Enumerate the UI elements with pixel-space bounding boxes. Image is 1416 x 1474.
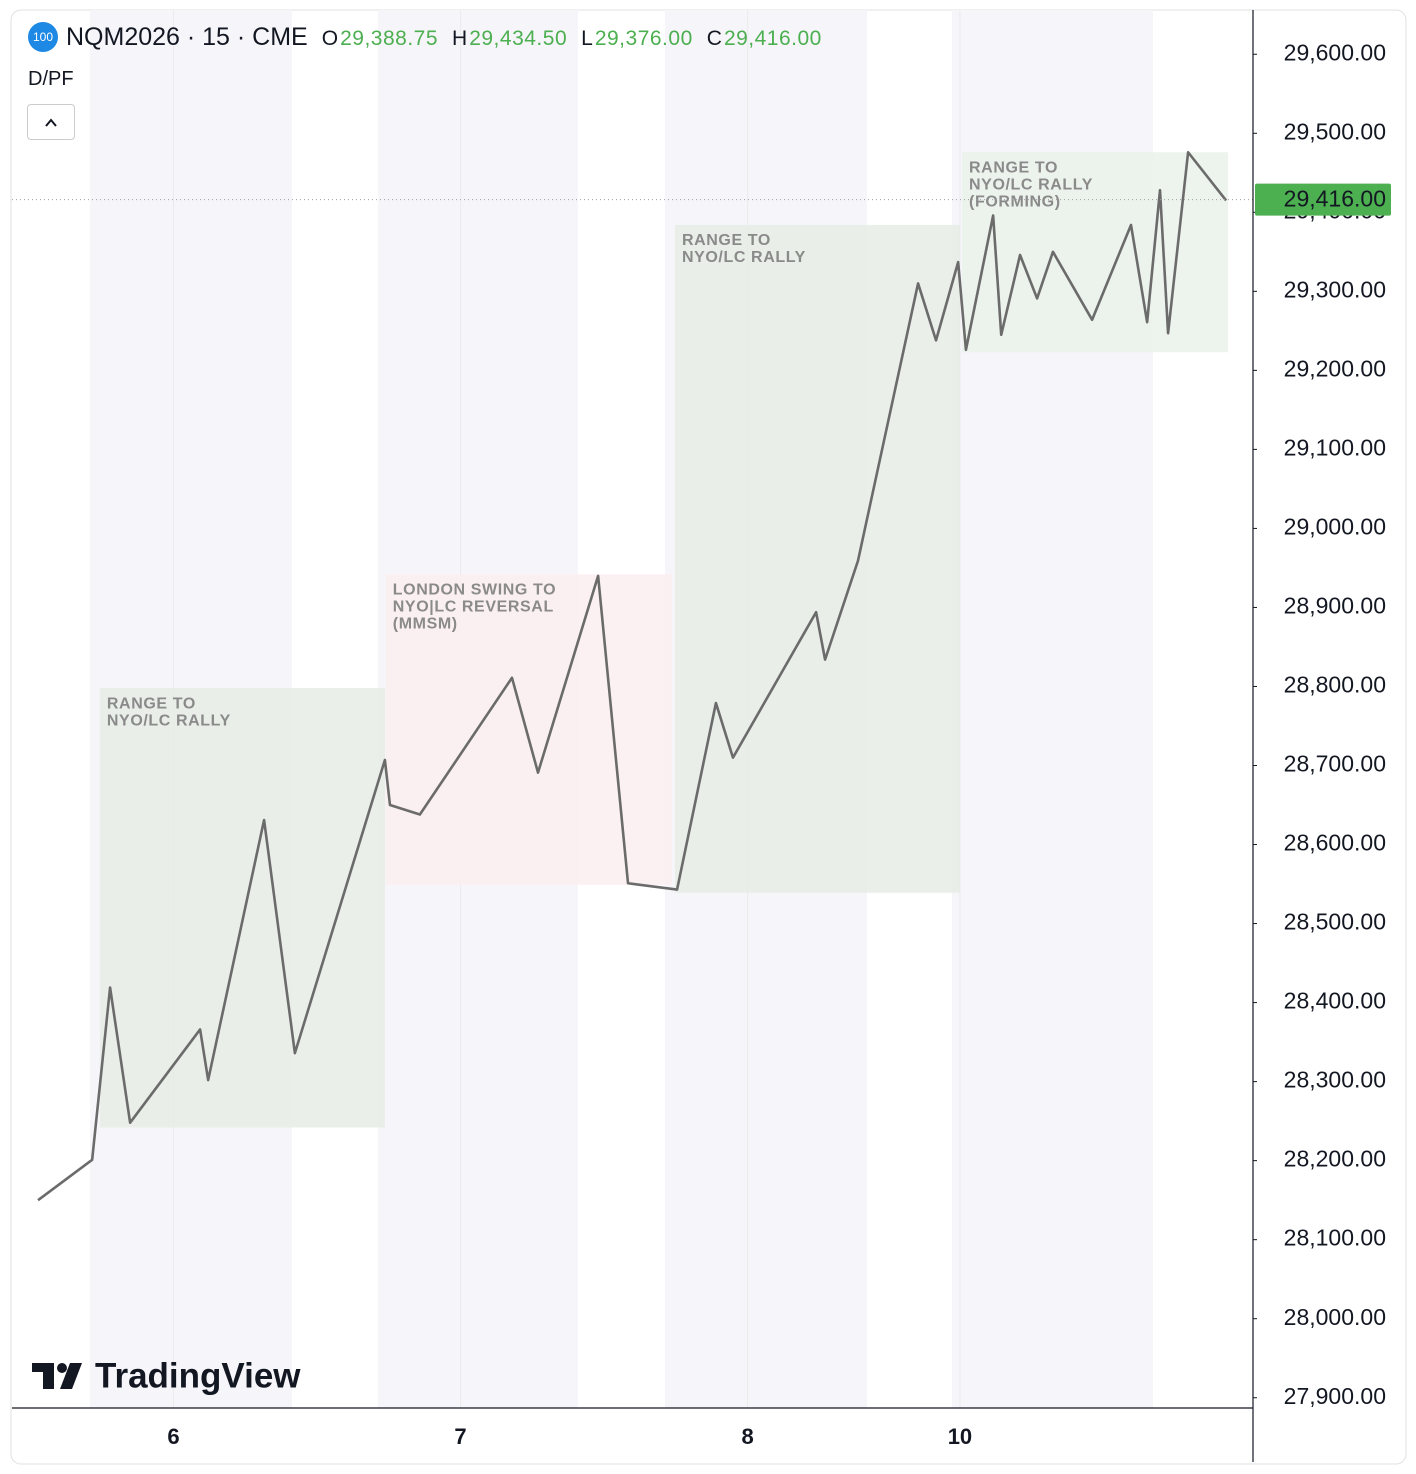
annotation-text: NYO/LC RALLY xyxy=(107,712,231,729)
ohlc-value: 29,434.50 xyxy=(469,26,568,50)
symbol: NQM2026 · 15 · CME xyxy=(66,22,308,51)
y-tick-label: 28,500.00 xyxy=(1284,909,1386,935)
y-tick-label: 29,500.00 xyxy=(1284,118,1386,144)
logo: TradingView xyxy=(32,1356,301,1395)
range-box xyxy=(674,224,960,893)
annotation-text: NYO|LC REVERSAL xyxy=(393,598,554,615)
annotation-text: LONDON SWING TO xyxy=(393,581,556,598)
y-tick-label: 29,000.00 xyxy=(1284,513,1386,539)
badge: 100 xyxy=(28,22,58,52)
y-tick-label: 28,900.00 xyxy=(1284,593,1386,619)
last-price-box xyxy=(1255,183,1391,216)
chevron xyxy=(45,118,57,127)
logo-mark xyxy=(60,1363,82,1389)
last-price-label: 29,416.00 xyxy=(1284,186,1386,212)
ohlc-value: 29,376.00 xyxy=(594,26,693,50)
annotation-text: RANGE TO xyxy=(682,232,771,249)
header: 100 NQM2026 · 15 · CME O29,388.75 H29,434… xyxy=(28,22,822,52)
logo-mark xyxy=(43,1363,54,1389)
range-box xyxy=(99,688,385,1128)
annotation-text: (FORMING) xyxy=(969,193,1061,210)
ohlc: O29,388.75 H29,434.50 L29,376.00 C29,416.00 xyxy=(308,23,822,52)
ohlc-label: H xyxy=(452,26,468,50)
y-tick-label: 27,900.00 xyxy=(1284,1383,1386,1409)
annotation-text: RANGE TO xyxy=(969,159,1058,176)
y-tick-label: 29,100.00 xyxy=(1284,434,1386,460)
annotation-text: RANGE TO xyxy=(107,695,196,712)
watermark: TradingView xyxy=(95,1356,301,1395)
indicator: D/PF xyxy=(28,68,74,90)
y-tick-label: 28,400.00 xyxy=(1284,988,1386,1014)
y-tick-label: 28,200.00 xyxy=(1284,1146,1386,1172)
ohlc-label: O xyxy=(321,26,339,50)
annotation-text: NYO/LC RALLY xyxy=(969,176,1093,193)
y-tick-label: 28,700.00 xyxy=(1284,751,1386,777)
y-tick-label: 28,600.00 xyxy=(1284,830,1386,856)
y-tick-label: 28,800.00 xyxy=(1284,672,1386,698)
ohlc-value: 29,388.75 xyxy=(340,26,439,50)
y-tick-label: 29,300.00 xyxy=(1284,276,1386,302)
ohlc-label: L xyxy=(581,26,593,50)
y-tick-label: 29,200.00 xyxy=(1284,355,1386,381)
collapse-button[interactable] xyxy=(27,104,75,140)
x-tick-label: 8 xyxy=(742,1424,754,1449)
annotation-text: NYO/LC RALLY xyxy=(682,249,806,266)
x-tick-label: 10 xyxy=(948,1424,972,1449)
y-tick-label: 28,300.00 xyxy=(1284,1067,1386,1093)
y-tick-label: 28,000.00 xyxy=(1284,1304,1386,1330)
y-tick-label: 28,100.00 xyxy=(1284,1225,1386,1251)
ohlc-label: C xyxy=(706,26,722,50)
y-tick-label: 29,600.00 xyxy=(1284,39,1386,65)
swing-line xyxy=(37,150,1228,1202)
x-tick-label: 6 xyxy=(167,1424,179,1449)
x-tick-label: 7 xyxy=(454,1424,466,1449)
logo-mark xyxy=(57,1363,67,1373)
ohlc-value: 29,416.00 xyxy=(723,26,822,50)
annotation-text: (MMSM) xyxy=(393,615,458,632)
